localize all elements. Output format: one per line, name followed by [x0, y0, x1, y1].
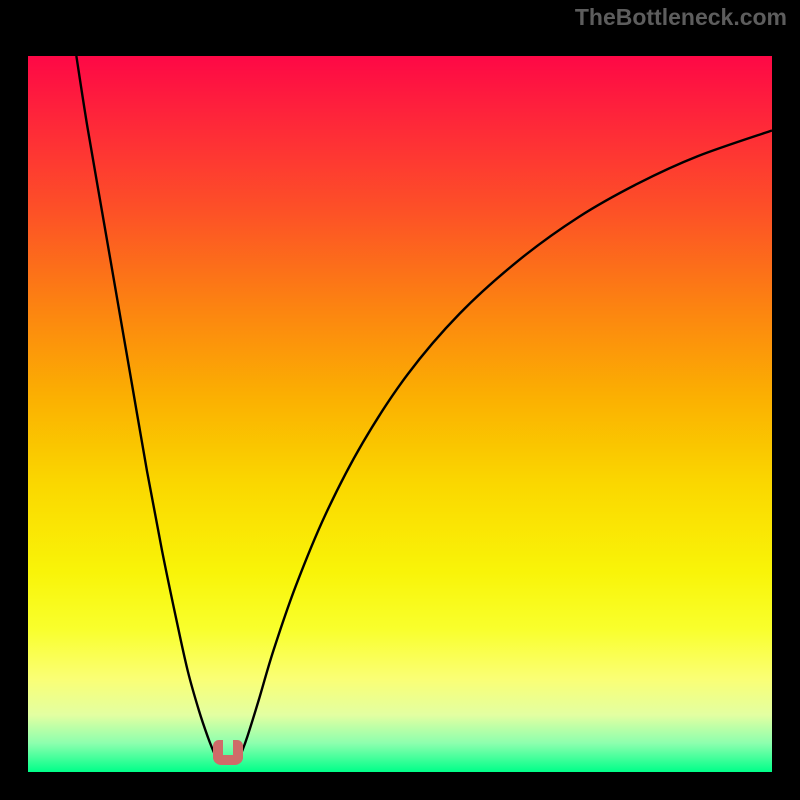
curve-layer — [28, 56, 772, 772]
bottleneck-marker — [213, 740, 243, 764]
curve-right — [242, 130, 772, 752]
chart-container: TheBottleneck.com — [0, 0, 800, 800]
watermark-text: TheBottleneck.com — [575, 4, 787, 31]
plot-area — [28, 56, 772, 772]
curve-left — [76, 56, 214, 753]
